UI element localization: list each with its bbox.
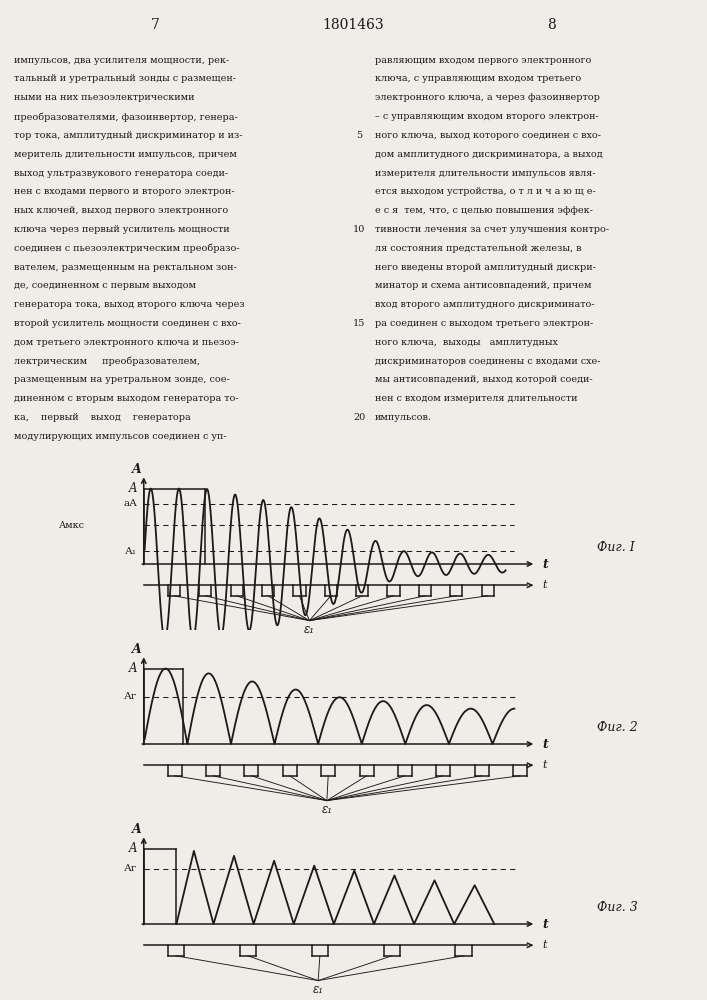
Text: выход ультразвукового генератора соеди-: выход ультразвукового генератора соеди- bbox=[14, 168, 228, 178]
Text: Фиг. 3: Фиг. 3 bbox=[597, 901, 638, 914]
Text: ля состояния предстательной железы, в: ля состояния предстательной железы, в bbox=[375, 244, 581, 253]
Text: A: A bbox=[129, 662, 137, 675]
Text: диненном с вторым выходом генератора то-: диненном с вторым выходом генератора то- bbox=[14, 394, 239, 403]
Text: вателем, размещенным на ректальном зон-: вателем, размещенным на ректальном зон- bbox=[14, 263, 237, 272]
Text: Амкс: Амкс bbox=[59, 521, 85, 530]
Text: 7: 7 bbox=[151, 18, 160, 32]
Text: размещенным на уретральном зонде, сое-: размещенным на уретральном зонде, сое- bbox=[14, 375, 230, 384]
Text: тор тока, амплитудный дискриминатор и из-: тор тока, амплитудный дискриминатор и из… bbox=[14, 131, 243, 140]
Text: А₁: А₁ bbox=[125, 547, 137, 556]
Text: дом амплитудного дискриминатора, а выход: дом амплитудного дискриминатора, а выход bbox=[375, 150, 602, 159]
Text: него введены второй амплитудный дискри-: него введены второй амплитудный дискри- bbox=[375, 263, 595, 272]
Text: вход второго амплитудного дискриминато-: вход второго амплитудного дискриминато- bbox=[375, 300, 595, 309]
Text: t: t bbox=[543, 580, 547, 590]
Text: t: t bbox=[543, 940, 547, 950]
Text: аА: аА bbox=[123, 499, 137, 508]
Text: A: A bbox=[132, 643, 141, 656]
Text: ключа, с управляющим входом третьего: ключа, с управляющим входом третьего bbox=[375, 74, 581, 83]
Text: ными на них пьезоэлектрическими: ными на них пьезоэлектрическими bbox=[14, 93, 194, 102]
Text: Аг: Аг bbox=[124, 692, 137, 701]
Text: импульсов, два усилителя мощности, рек-: импульсов, два усилителя мощности, рек- bbox=[14, 56, 229, 65]
Text: ка,    первый    выход    генератора: ка, первый выход генератора bbox=[14, 413, 191, 422]
Text: ра соединен с выходом третьего электрон-: ра соединен с выходом третьего электрон- bbox=[375, 319, 593, 328]
Text: 5: 5 bbox=[356, 131, 362, 140]
Text: ε₁: ε₁ bbox=[322, 803, 332, 816]
Text: импульсов.: импульсов. bbox=[375, 413, 431, 422]
Text: соединен с пьезоэлектрическим преобразо-: соединен с пьезоэлектрическим преобразо- bbox=[14, 244, 240, 253]
Text: Фиг. I: Фиг. I bbox=[597, 541, 635, 554]
Text: нен с входом измерителя длительности: нен с входом измерителя длительности bbox=[375, 394, 577, 403]
Text: ного ключа, выход которого соединен с вхо-: ного ключа, выход которого соединен с вх… bbox=[375, 131, 601, 140]
Text: электронного ключа, а через фазоинвертор: электронного ключа, а через фазоинвертор bbox=[375, 93, 600, 102]
Text: ключа через первый усилитель мощности: ключа через первый усилитель мощности bbox=[14, 225, 230, 234]
Text: меритель длительности импульсов, причем: меритель длительности импульсов, причем bbox=[14, 150, 237, 159]
Text: нен с входами первого и второго электрон-: нен с входами первого и второго электрон… bbox=[14, 187, 235, 196]
Text: 15: 15 bbox=[353, 319, 366, 328]
Text: A: A bbox=[132, 823, 141, 836]
Text: ется выходом устройства, о т л и ч а ю щ е-: ется выходом устройства, о т л и ч а ю щ… bbox=[375, 187, 595, 196]
Text: равляющим входом первого электронного: равляющим входом первого электронного bbox=[375, 56, 591, 65]
Text: дом третьего электронного ключа и пьезоэ-: дом третьего электронного ключа и пьезоэ… bbox=[14, 338, 239, 347]
Text: ных ключей, выход первого электронного: ных ключей, выход первого электронного bbox=[14, 206, 228, 215]
Text: 20: 20 bbox=[353, 413, 366, 422]
Text: 10: 10 bbox=[353, 225, 366, 234]
Text: t: t bbox=[543, 738, 549, 750]
Text: t: t bbox=[543, 918, 549, 930]
Text: t: t bbox=[543, 558, 549, 570]
Text: е с я  тем, что, с целью повышения эффек-: е с я тем, что, с целью повышения эффек- bbox=[375, 206, 592, 215]
Text: тальный и уретральный зонды с размещен-: тальный и уретральный зонды с размещен- bbox=[14, 74, 236, 83]
Text: A: A bbox=[129, 482, 137, 495]
Text: – с управляющим входом второго электрон-: – с управляющим входом второго электрон- bbox=[375, 112, 598, 121]
Text: мы антисовпадений, выход которой соеди-: мы антисовпадений, выход которой соеди- bbox=[375, 375, 592, 384]
Text: де, соединенном с первым выходом: де, соединенном с первым выходом bbox=[14, 281, 196, 290]
Text: ε₁: ε₁ bbox=[312, 983, 324, 996]
Text: ε₁: ε₁ bbox=[304, 623, 315, 636]
Text: ного ключа,  выходы   амплитудных: ного ключа, выходы амплитудных bbox=[375, 338, 558, 347]
Text: A: A bbox=[132, 463, 141, 476]
Text: 1801463: 1801463 bbox=[322, 18, 385, 32]
Text: лектрическим     преобразователем,: лектрическим преобразователем, bbox=[14, 357, 200, 366]
Text: преобразователями, фазоинвертор, генера-: преобразователями, фазоинвертор, генера- bbox=[14, 112, 238, 122]
Text: A: A bbox=[129, 842, 137, 855]
Text: модулирующих импульсов соединен с уп-: модулирующих импульсов соединен с уп- bbox=[14, 432, 227, 441]
Text: минатор и схема антисовпадений, причем: минатор и схема антисовпадений, причем bbox=[375, 281, 591, 290]
Text: генератора тока, выход второго ключа через: генератора тока, выход второго ключа чер… bbox=[14, 300, 245, 309]
Text: Фиг. 2: Фиг. 2 bbox=[597, 721, 638, 734]
Text: дискриминаторов соединены с входами схе-: дискриминаторов соединены с входами схе- bbox=[375, 357, 600, 366]
Text: 8: 8 bbox=[547, 18, 556, 32]
Text: Аг: Аг bbox=[124, 864, 137, 873]
Text: тивности лечения за счет улучшения контро-: тивности лечения за счет улучшения контр… bbox=[375, 225, 609, 234]
Text: t: t bbox=[543, 760, 547, 770]
Text: измерителя длительности импульсов явля-: измерителя длительности импульсов явля- bbox=[375, 168, 595, 178]
Text: второй усилитель мощности соединен с вхо-: второй усилитель мощности соединен с вхо… bbox=[14, 319, 241, 328]
